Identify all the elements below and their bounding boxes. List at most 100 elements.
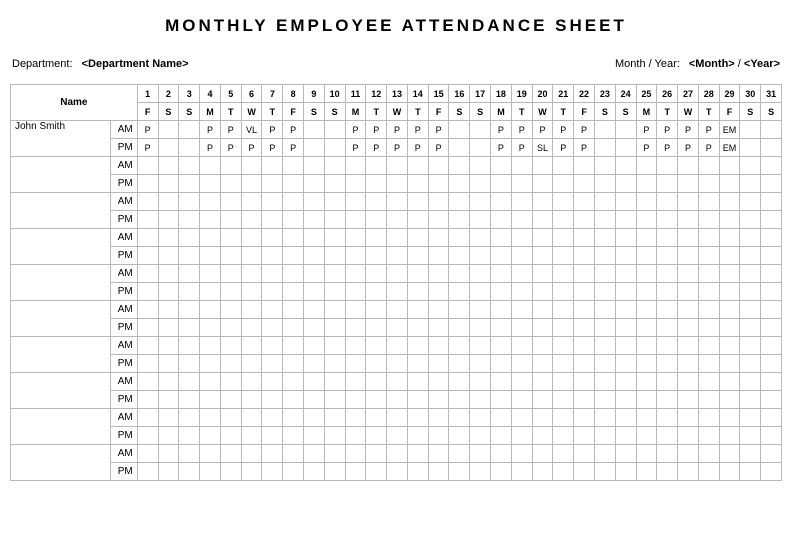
attendance-cell bbox=[574, 373, 595, 391]
attendance-cell bbox=[491, 157, 512, 175]
day-letter-header: M bbox=[491, 103, 512, 121]
attendance-cell: P bbox=[574, 121, 595, 139]
employee-name-cell bbox=[11, 445, 111, 481]
attendance-cell bbox=[657, 337, 678, 355]
attendance-cell: P bbox=[657, 139, 678, 157]
attendance-cell bbox=[220, 229, 241, 247]
attendance-cell: P bbox=[698, 121, 719, 139]
attendance-cell bbox=[636, 265, 657, 283]
attendance-cell bbox=[179, 175, 200, 193]
attendance-cell bbox=[345, 301, 366, 319]
attendance-cell bbox=[179, 319, 200, 337]
attendance-cell bbox=[636, 157, 657, 175]
attendance-cell bbox=[636, 445, 657, 463]
attendance-cell: P bbox=[345, 139, 366, 157]
attendance-cell bbox=[719, 247, 740, 265]
attendance-cell bbox=[511, 211, 532, 229]
attendance-cell bbox=[345, 211, 366, 229]
attendance-cell bbox=[657, 409, 678, 427]
attendance-cell bbox=[636, 463, 657, 481]
attendance-cell bbox=[678, 247, 699, 265]
attendance-cell bbox=[283, 157, 304, 175]
attendance-cell bbox=[761, 247, 782, 265]
attendance-cell bbox=[324, 445, 345, 463]
attendance-cell bbox=[200, 445, 221, 463]
attendance-cell bbox=[366, 175, 387, 193]
attendance-cell bbox=[449, 175, 470, 193]
attendance-cell bbox=[553, 355, 574, 373]
attendance-cell bbox=[470, 301, 491, 319]
day-letter-header: W bbox=[387, 103, 408, 121]
attendance-cell bbox=[407, 157, 428, 175]
attendance-cell bbox=[553, 463, 574, 481]
attendance-cell bbox=[470, 211, 491, 229]
attendance-cell bbox=[574, 247, 595, 265]
attendance-cell bbox=[740, 193, 761, 211]
attendance-cell bbox=[594, 337, 615, 355]
attendance-cell bbox=[387, 391, 408, 409]
attendance-cell bbox=[553, 445, 574, 463]
attendance-cell bbox=[366, 319, 387, 337]
attendance-cell bbox=[345, 355, 366, 373]
attendance-cell bbox=[574, 193, 595, 211]
attendance-cell bbox=[449, 463, 470, 481]
shift-label-am: AM bbox=[110, 337, 137, 355]
attendance-cell bbox=[532, 319, 553, 337]
year-value: <Year> bbox=[744, 58, 780, 70]
attendance-cell bbox=[470, 445, 491, 463]
attendance-cell bbox=[594, 301, 615, 319]
employee-name-cell bbox=[11, 229, 111, 265]
attendance-cell bbox=[137, 301, 158, 319]
attendance-cell bbox=[137, 445, 158, 463]
attendance-cell bbox=[304, 355, 325, 373]
attendance-cell bbox=[470, 175, 491, 193]
employee-name-cell bbox=[11, 301, 111, 337]
attendance-cell bbox=[761, 391, 782, 409]
attendance-cell bbox=[761, 229, 782, 247]
attendance-cell bbox=[698, 265, 719, 283]
employee-name-cell bbox=[11, 193, 111, 229]
attendance-cell bbox=[428, 337, 449, 355]
attendance-cell bbox=[241, 247, 262, 265]
attendance-cell bbox=[200, 211, 221, 229]
attendance-cell bbox=[407, 229, 428, 247]
attendance-cell bbox=[594, 229, 615, 247]
attendance-cell bbox=[511, 463, 532, 481]
attendance-cell bbox=[491, 355, 512, 373]
attendance-cell bbox=[449, 409, 470, 427]
attendance-cell bbox=[574, 211, 595, 229]
attendance-cell bbox=[574, 319, 595, 337]
attendance-cell bbox=[200, 427, 221, 445]
attendance-cell bbox=[678, 409, 699, 427]
attendance-cell bbox=[304, 121, 325, 139]
attendance-cell bbox=[740, 355, 761, 373]
attendance-cell bbox=[615, 445, 636, 463]
day-number-header: 15 bbox=[428, 85, 449, 103]
attendance-cell bbox=[511, 391, 532, 409]
attendance-cell bbox=[449, 355, 470, 373]
attendance-cell bbox=[387, 463, 408, 481]
day-number-header: 17 bbox=[470, 85, 491, 103]
shift-label-pm: PM bbox=[110, 175, 137, 193]
attendance-cell bbox=[200, 373, 221, 391]
attendance-cell bbox=[407, 247, 428, 265]
shift-label-pm: PM bbox=[110, 139, 137, 157]
attendance-cell bbox=[678, 193, 699, 211]
attendance-cell bbox=[407, 175, 428, 193]
attendance-cell bbox=[449, 193, 470, 211]
day-letter-header: T bbox=[407, 103, 428, 121]
attendance-cell bbox=[220, 319, 241, 337]
attendance-cell bbox=[491, 283, 512, 301]
attendance-cell bbox=[532, 409, 553, 427]
day-letter-header: T bbox=[657, 103, 678, 121]
attendance-cell bbox=[366, 427, 387, 445]
attendance-cell bbox=[449, 121, 470, 139]
attendance-cell bbox=[158, 337, 179, 355]
attendance-cell bbox=[491, 301, 512, 319]
attendance-cell bbox=[740, 121, 761, 139]
attendance-cell bbox=[283, 247, 304, 265]
attendance-cell bbox=[179, 463, 200, 481]
department-field: Department: <Department Name> bbox=[12, 58, 189, 70]
attendance-cell bbox=[387, 319, 408, 337]
attendance-cell bbox=[470, 409, 491, 427]
